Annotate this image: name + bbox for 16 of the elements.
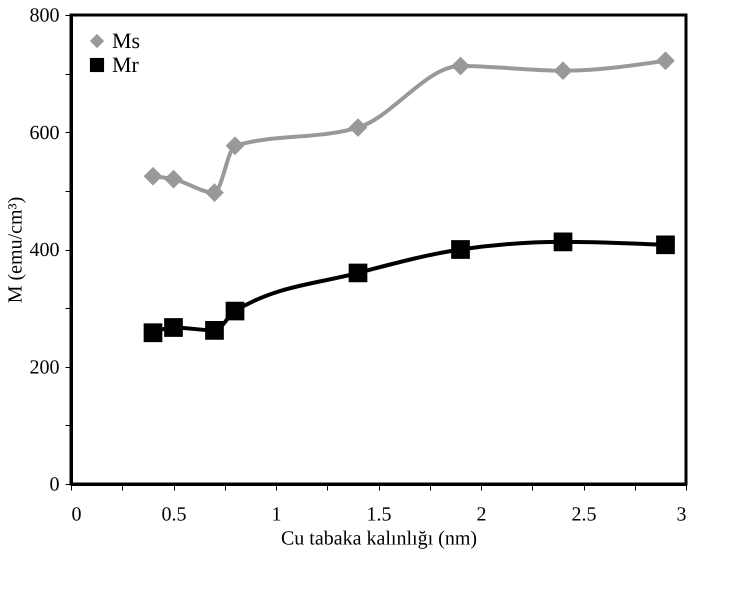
y-tick-label: 600 xyxy=(30,122,60,144)
legend-label: Mr xyxy=(112,52,140,77)
x-tick-label: 2.5 xyxy=(572,504,596,526)
x-tick-label: 1.5 xyxy=(366,504,392,526)
x-tick-label: 1 xyxy=(272,504,282,526)
x-axis-title: Cu tabaka kalınlığı (nm) xyxy=(280,528,478,550)
legend-label: Ms xyxy=(112,28,140,53)
x-tick-label: 0.5 xyxy=(162,504,186,526)
y-tick-label: 400 xyxy=(30,239,60,261)
x-tick-label: 2 xyxy=(476,504,486,526)
x-tick-label: 3 xyxy=(676,504,686,526)
y-tick-label: 800 xyxy=(30,4,60,26)
y-tick-label: 0 xyxy=(50,474,60,496)
x-tick-label: 0 xyxy=(72,504,82,526)
y-axis-title: M (emu/cm³) xyxy=(4,196,26,304)
y-tick-label: 200 xyxy=(30,356,60,378)
